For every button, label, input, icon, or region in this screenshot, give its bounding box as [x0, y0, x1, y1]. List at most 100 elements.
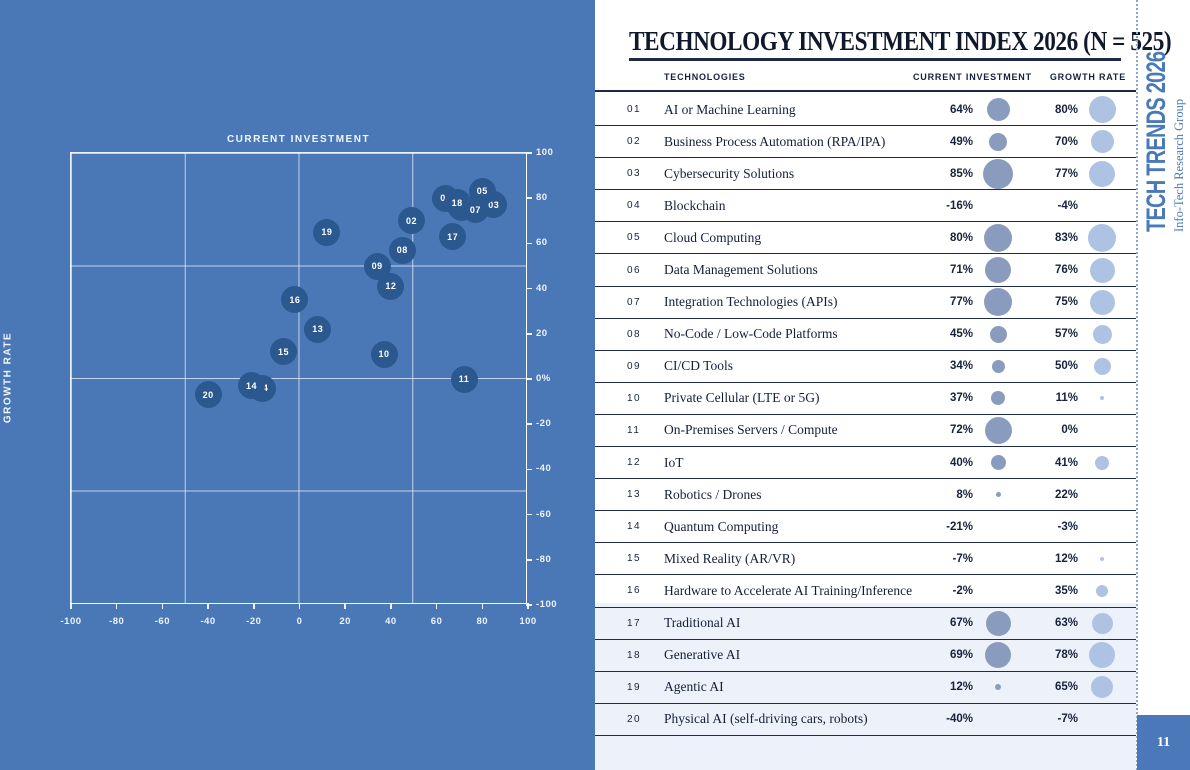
table-row: 01 AI or Machine Learning 64% 80%	[595, 94, 1136, 127]
scatter-point: 18	[443, 189, 471, 217]
y-tick	[526, 559, 532, 561]
row-current-investment-value: 49%	[949, 135, 973, 148]
growth-rate-bubble	[1090, 130, 1114, 154]
row-index: 04	[627, 200, 642, 212]
table-row: 04 Blockchain -16% -4%	[595, 190, 1136, 223]
x-tick	[344, 603, 346, 609]
x-tick-label: -40	[200, 616, 216, 627]
x-tick-label: 20	[339, 616, 351, 627]
scatter-point: 16	[281, 286, 309, 314]
scatter-point: 14	[238, 372, 265, 400]
row-technology-name: AI or Machine Learning	[664, 101, 796, 117]
y-tick-label: -20	[536, 418, 552, 430]
row-index: 16	[627, 585, 642, 597]
row-current-investment-value: 40%	[949, 456, 973, 469]
row-technology-name: IoT	[664, 454, 684, 470]
y-tick	[526, 287, 532, 290]
table-row: 02 Business Process Automation (RPA/IPA)…	[595, 126, 1136, 159]
row-technology-name: Traditional AI	[664, 615, 741, 631]
y-tick	[526, 378, 532, 380]
y-tick-label: -40	[536, 463, 552, 475]
row-index: 07	[627, 296, 642, 308]
row-growth-rate-value: 57%	[1054, 328, 1078, 341]
x-tick-label: -80	[109, 616, 125, 627]
y-tick-label: 20	[536, 327, 548, 339]
row-index: 19	[627, 681, 642, 693]
y-tick	[526, 333, 532, 335]
investment-scatter-panel: CURRENT INVESTMENT GROWTH RATE -100 -80 -6…	[0, 0, 595, 770]
growth-rate-bubble	[1096, 584, 1108, 597]
table-row: 05 Cloud Computing 80% 83%	[595, 222, 1136, 255]
table-row: 13 Robotics / Drones 8% 22%	[595, 479, 1136, 512]
row-growth-rate-value: 80%	[1054, 103, 1078, 116]
growth-rate-bubble	[1100, 396, 1104, 401]
row-current-investment-value: 12%	[949, 681, 973, 694]
row-index: 06	[627, 264, 642, 276]
row-current-investment-value: 85%	[949, 167, 973, 180]
highlight-block	[595, 603, 1136, 770]
row-growth-rate-value: 0%	[1061, 424, 1078, 437]
row-technology-name: Robotics / Drones	[664, 486, 762, 502]
growth-rate-bubble	[1095, 455, 1109, 470]
row-technology-name: Physical AI (self-driving cars, robots)	[664, 711, 868, 727]
current-investment-bubble	[986, 98, 1010, 122]
growth-rate-bubble	[1093, 357, 1111, 375]
y-tick-label: -60	[536, 508, 552, 520]
scatter-point: 17	[439, 223, 467, 251]
row-technology-name: Private Cellular (LTE or 5G)	[664, 390, 820, 406]
row-growth-rate-value: 22%	[1054, 488, 1078, 501]
row-current-investment-value: 45%	[949, 328, 973, 341]
current-investment-bubble	[989, 325, 1007, 343]
row-growth-rate-value: 83%	[1054, 231, 1078, 244]
x-tick	[390, 603, 392, 609]
table-row: 08 No-Code / Low-Code Platforms 45% 57%	[595, 319, 1136, 351]
row-technology-name: CI/CD Tools	[664, 358, 733, 374]
table-row: 18 Generative AI 69% 78%	[595, 640, 1136, 672]
y-tick	[526, 197, 532, 199]
x-tick	[161, 603, 164, 609]
scatter-point: 11	[450, 365, 478, 393]
current-investment-bubble	[995, 684, 1001, 691]
row-growth-rate-value: 11%	[1055, 392, 1078, 405]
row-index: 12	[627, 457, 642, 469]
row-index: 05	[627, 232, 642, 244]
row-growth-rate-value: -3%	[1057, 520, 1078, 533]
x-tick	[115, 603, 118, 609]
report-page: TECHNOLOGY INVESTMENT INDEX 2026 (N = 52…	[595, 0, 1172, 770]
x-tick	[435, 603, 438, 609]
row-growth-rate-value: 35%	[1054, 584, 1078, 597]
brand-title: TECH TRENDS 2026	[1141, 51, 1171, 232]
row-technology-name: Generative AI	[664, 647, 741, 663]
growth-rate-bubble	[1089, 257, 1115, 283]
growth-rate-bubble	[1092, 324, 1112, 344]
row-current-investment-value: -7%	[952, 552, 973, 565]
growth-rate-bubble	[1089, 642, 1115, 669]
plot-area: -100 -80 -60 -40 -20 0 20 40 60 80 100 100 80 60 40 20 0…	[60, 147, 556, 627]
row-technology-name: Cloud Computing	[664, 229, 762, 245]
x-tick-label: -20	[246, 616, 262, 627]
scatter-point: 13	[304, 315, 332, 343]
row-index: 14	[627, 521, 642, 533]
y-tick	[526, 604, 532, 606]
growth-rate-bubble	[1100, 556, 1104, 561]
table-row: 19 Agentic AI 12% 65%	[595, 672, 1136, 704]
x-tick-label: -60	[154, 616, 171, 627]
table-row: 03 Cybersecurity Solutions 85% 77%	[595, 158, 1136, 191]
row-index: 11	[627, 424, 641, 436]
y-tick-label: 60	[536, 237, 548, 249]
column-current-investment: CURRENT INVESTMENT	[913, 72, 1032, 82]
table-row: 14 Quantum Computing -21% -3%	[595, 511, 1136, 544]
table-row: 17 Traditional AI 67% 63%	[595, 608, 1136, 640]
x-tick-label: 80	[476, 616, 489, 627]
row-current-investment-value: 72%	[949, 424, 973, 437]
scatter-point: 08	[388, 236, 416, 264]
row-growth-rate-value: 12%	[1054, 552, 1078, 565]
row-technology-name: Mixed Reality (AR/VR)	[664, 550, 796, 566]
x-tick-label: 40	[385, 616, 397, 627]
x-tick-label: 0	[296, 616, 303, 627]
growth-rate-bubble	[1091, 676, 1113, 699]
column-growth-rate: GROWTH RATE	[1049, 72, 1126, 82]
y-tick-label: 80	[536, 192, 548, 204]
row-technology-name: Data Management Solutions	[664, 262, 818, 278]
